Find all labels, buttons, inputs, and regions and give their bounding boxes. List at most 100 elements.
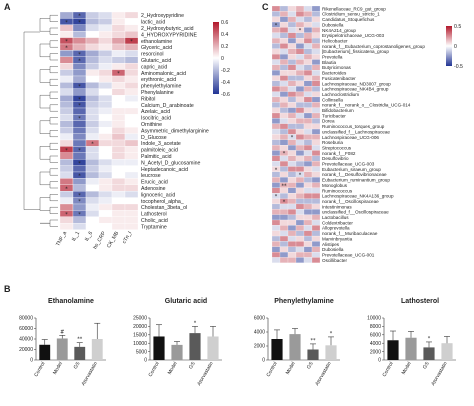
heatmap-cell bbox=[98, 197, 113, 205]
heatmap-cell bbox=[98, 43, 113, 51]
heatmap-cell bbox=[271, 128, 281, 135]
heatmap-cell bbox=[271, 86, 281, 92]
heatmap-cell bbox=[72, 223, 87, 230]
heatmap-cell bbox=[303, 102, 313, 108]
heatmap-cell bbox=[124, 133, 139, 141]
heatmap-cell bbox=[295, 246, 305, 253]
heatmap-cell bbox=[271, 241, 281, 247]
row-label: Marvinbryantia bbox=[322, 236, 353, 241]
heatmap-cell bbox=[287, 246, 297, 253]
significance-star: * bbox=[275, 194, 278, 200]
heatmap-cell bbox=[287, 145, 297, 151]
heatmap-cell bbox=[279, 171, 289, 178]
heatmap-cell bbox=[295, 209, 305, 215]
row-label: Eubacterium_ruminantium_group bbox=[322, 178, 390, 183]
bar bbox=[91, 339, 103, 360]
column-label: IL_1 bbox=[71, 231, 81, 243]
panel-letter-c: C bbox=[262, 2, 269, 12]
dendrogram-branch bbox=[39, 146, 50, 160]
significance-star: * bbox=[65, 186, 68, 192]
heatmap-cell bbox=[271, 209, 281, 215]
chart-title: Phenylethylamine bbox=[274, 298, 334, 305]
heatmap-cell bbox=[279, 166, 289, 172]
heatmap-cell bbox=[311, 182, 321, 189]
heatmap-cell bbox=[98, 159, 113, 166]
heatmap-cell bbox=[85, 56, 100, 64]
colorbar-a bbox=[213, 22, 219, 94]
heatmap-cell bbox=[111, 95, 126, 102]
row-label: 4_HYDROXYPYRIDINE bbox=[141, 32, 197, 38]
heatmap-cell bbox=[111, 210, 126, 217]
heatmap-cell bbox=[311, 11, 321, 17]
heatmap-cell bbox=[98, 88, 113, 96]
significance-star: * bbox=[65, 20, 68, 26]
heatmap-cell bbox=[311, 193, 321, 199]
significance-star: * bbox=[117, 71, 120, 77]
heatmap-cell bbox=[124, 18, 139, 25]
row-label: Alloprevotella bbox=[322, 226, 350, 231]
heatmap-cell bbox=[295, 257, 305, 263]
dendrogram-branch bbox=[49, 79, 58, 86]
colorbar-c bbox=[446, 26, 452, 66]
heatmap-cell bbox=[295, 54, 305, 60]
heatmap-cell bbox=[303, 75, 313, 82]
heatmap-cell bbox=[271, 59, 281, 65]
heatmap-cell bbox=[271, 16, 281, 23]
row-label: Erucic_acid bbox=[141, 180, 168, 186]
row-label: Coldextribacter bbox=[322, 220, 353, 225]
heatmap-cell bbox=[303, 252, 313, 258]
heatmap-cell bbox=[98, 101, 113, 109]
heatmap-cell bbox=[271, 203, 281, 210]
row-label: Turicibacter bbox=[322, 113, 346, 118]
heatmap-cell bbox=[85, 223, 100, 230]
heatmap-cell bbox=[303, 70, 313, 76]
heatmap-cell bbox=[295, 70, 305, 76]
heatmap-cell bbox=[124, 63, 139, 70]
heatmap-cell bbox=[111, 88, 126, 96]
significance-star: * bbox=[65, 39, 68, 45]
heatmap-cell bbox=[271, 230, 281, 237]
significance-star: * bbox=[291, 135, 294, 141]
heatmap-cell bbox=[295, 80, 305, 87]
row-label: Monoglobus bbox=[322, 183, 348, 188]
heatmap-cell bbox=[124, 127, 139, 134]
column-label: CK_MB bbox=[106, 230, 120, 249]
bar bbox=[423, 347, 435, 360]
heatmap-cell bbox=[279, 64, 289, 71]
heatmap-cell bbox=[111, 223, 126, 230]
heatmap-cell bbox=[271, 161, 281, 167]
heatmap-cell bbox=[98, 82, 113, 89]
row-label: phenylethylamine bbox=[141, 84, 181, 90]
bar-chart: Glutaric acid 0 5000 10000 15000 20000 25000 Co… bbox=[133, 298, 222, 387]
bar bbox=[387, 340, 399, 360]
row-label: Clostridium_sensu_stricto_1 bbox=[322, 12, 380, 17]
colorbar-tick-label: 0.4 bbox=[221, 32, 228, 38]
heatmap-cell bbox=[111, 178, 126, 185]
heatmap-cell bbox=[287, 5, 297, 12]
heatmap-cell bbox=[279, 193, 289, 199]
heatmap-cell bbox=[85, 37, 100, 45]
bar bbox=[56, 338, 68, 360]
heatmap-cell bbox=[295, 134, 305, 140]
column-label: hs_CRP bbox=[92, 230, 107, 250]
dendrogram-branch bbox=[39, 95, 50, 109]
row-label: Aminomalonic_acid bbox=[141, 71, 186, 77]
bar bbox=[325, 345, 337, 360]
x-tick-label: GS bbox=[306, 360, 315, 370]
heatmap-cell bbox=[271, 70, 281, 76]
heatmap-cell bbox=[59, 63, 74, 70]
heatmap-cell bbox=[287, 118, 297, 124]
bar bbox=[207, 336, 219, 360]
row-label: Prevotellaceae_UCG-003 bbox=[322, 162, 375, 167]
heatmap-cell bbox=[279, 161, 289, 167]
heatmap-cell bbox=[295, 43, 305, 49]
heatmap-cell bbox=[287, 107, 297, 114]
significance-star: * bbox=[65, 148, 68, 154]
x-tick-label: Model bbox=[52, 361, 64, 376]
heatmap-cell bbox=[98, 210, 113, 217]
heatmap-cell bbox=[72, 133, 87, 141]
significance-star: * bbox=[78, 58, 81, 64]
heatmap-cell bbox=[287, 32, 297, 39]
significance-star: ** bbox=[282, 183, 288, 189]
row-label: Calcium_D_arabinoate bbox=[141, 103, 194, 109]
